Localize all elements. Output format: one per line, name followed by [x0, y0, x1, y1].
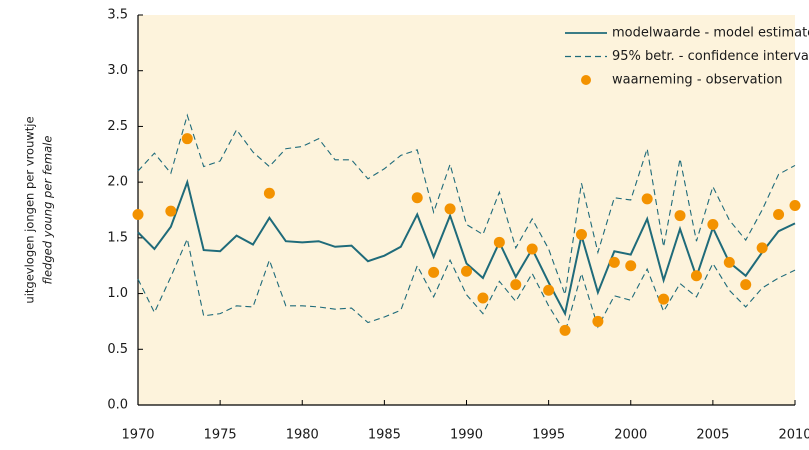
observation — [789, 200, 801, 212]
y-tick-label: 2.5 — [107, 119, 128, 134]
x-tick-label: 1990 — [450, 428, 483, 443]
observation — [411, 192, 423, 204]
observation — [641, 193, 653, 205]
lower-ci-line — [137, 237, 796, 334]
x-tick-label: 1995 — [532, 428, 565, 443]
observation — [690, 270, 702, 282]
observation — [263, 187, 275, 199]
model-line — [137, 178, 796, 317]
observation — [461, 265, 472, 277]
legend-marker — [581, 75, 591, 85]
y-tick-label: 1.0 — [107, 286, 128, 301]
x-tick-label: 1980 — [286, 428, 319, 443]
upper-ci-line — [137, 113, 796, 295]
observation — [625, 260, 637, 272]
legend-label: modelwaarde - model estimate — [612, 26, 809, 41]
y-tick-label: 2.0 — [107, 175, 128, 190]
observation — [608, 256, 620, 268]
observation — [526, 243, 538, 255]
y-tick-label: 3.5 — [107, 8, 128, 23]
x-tick-label: 1970 — [121, 428, 154, 443]
y-tick-label: 3.0 — [107, 63, 128, 78]
observation — [592, 315, 604, 327]
observation — [575, 229, 587, 241]
y-tick-label: 1.5 — [107, 230, 128, 245]
observation — [132, 208, 144, 220]
observation — [707, 218, 719, 230]
observation — [543, 284, 555, 296]
observation — [510, 279, 522, 291]
observation — [181, 133, 193, 145]
observation — [559, 324, 571, 336]
legend-label: waarneming - observation — [612, 73, 783, 88]
observation — [493, 236, 505, 248]
observation — [165, 205, 177, 217]
observation — [444, 203, 456, 215]
x-tick-label: 1975 — [204, 428, 237, 443]
y-axis-label: uitgevlogen jongen per vrouwtje — [23, 116, 37, 303]
observation — [740, 279, 752, 291]
plot-background — [138, 15, 795, 405]
observation — [477, 292, 489, 304]
x-tick-label: 1985 — [368, 428, 401, 443]
y-axis-label-en: fledged young per female — [41, 136, 55, 285]
y-tick-label: 0.5 — [107, 342, 128, 357]
observation — [756, 242, 768, 254]
x-tick-label: 2010 — [778, 428, 809, 443]
observation — [674, 210, 686, 222]
observation — [428, 266, 440, 278]
y-tick-label: 0.0 — [107, 398, 128, 413]
x-tick-label: 2000 — [614, 428, 647, 443]
observation — [723, 256, 735, 268]
x-tick-label: 2005 — [696, 428, 729, 443]
observation — [773, 208, 785, 220]
legend-label: 95% betr. - confidence interval — [612, 49, 809, 64]
observation — [658, 293, 670, 305]
